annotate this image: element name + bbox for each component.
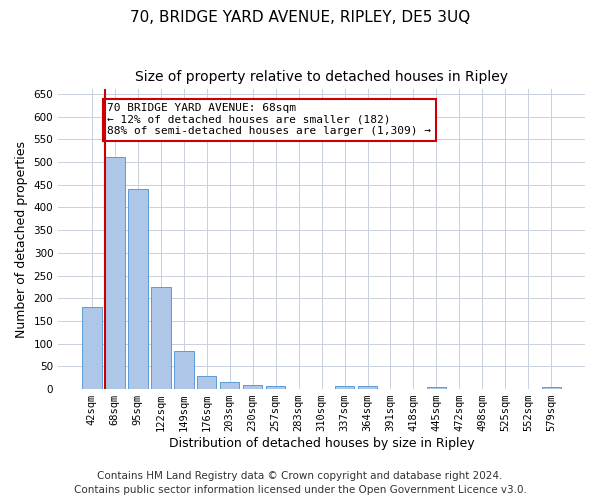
Bar [151, 287, 170, 389]
Bar [105, 158, 125, 389]
Bar [427, 387, 446, 389]
Bar [197, 376, 217, 389]
Bar [266, 386, 286, 389]
Text: Contains HM Land Registry data © Crown copyright and database right 2024.
Contai: Contains HM Land Registry data © Crown c… [74, 471, 526, 495]
Text: 70, BRIDGE YARD AVENUE, RIPLEY, DE5 3UQ: 70, BRIDGE YARD AVENUE, RIPLEY, DE5 3UQ [130, 10, 470, 25]
Text: 70 BRIDGE YARD AVENUE: 68sqm
← 12% of detached houses are smaller (182)
88% of s: 70 BRIDGE YARD AVENUE: 68sqm ← 12% of de… [107, 103, 431, 136]
Bar [82, 308, 101, 389]
Bar [220, 382, 239, 389]
Bar [243, 384, 262, 389]
Bar [174, 352, 194, 389]
Bar [542, 387, 561, 389]
Y-axis label: Number of detached properties: Number of detached properties [15, 140, 28, 338]
Bar [335, 386, 355, 389]
X-axis label: Distribution of detached houses by size in Ripley: Distribution of detached houses by size … [169, 437, 475, 450]
Title: Size of property relative to detached houses in Ripley: Size of property relative to detached ho… [135, 70, 508, 84]
Bar [128, 189, 148, 389]
Bar [358, 386, 377, 389]
